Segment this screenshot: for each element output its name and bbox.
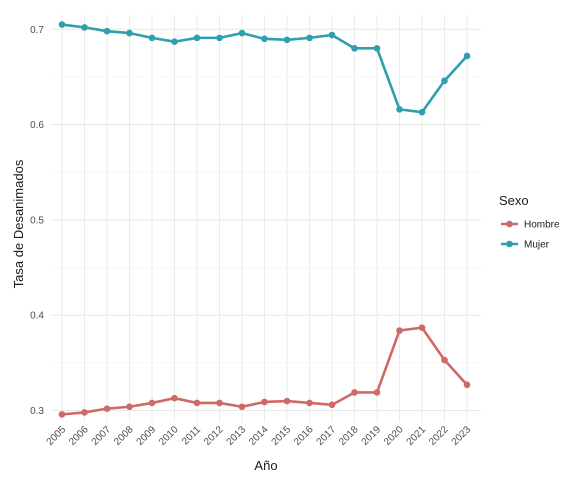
data-point	[463, 52, 471, 60]
y-tick-label: 0.7	[30, 25, 44, 36]
data-point	[148, 399, 156, 407]
x-tick-label: 2017	[315, 424, 339, 448]
data-point	[396, 327, 403, 334]
data-point	[306, 34, 313, 42]
x-tick-label: 2005	[45, 424, 69, 448]
x-tick-label: 2008	[112, 424, 136, 448]
data-point	[441, 356, 448, 364]
data-point	[351, 389, 358, 396]
series-hombre	[58, 324, 471, 418]
y-axis-title: Tasa de Desanimados	[11, 159, 26, 288]
data-point	[373, 389, 381, 396]
data-point	[193, 399, 201, 407]
data-point	[351, 45, 358, 52]
data-point	[171, 394, 178, 402]
data-point	[238, 403, 246, 411]
x-tick-label: 2006	[67, 424, 91, 448]
data-point	[103, 27, 111, 35]
y-tick-labels: 0.3 0.4 0.5 0.6 0.7	[30, 25, 44, 417]
legend-item-hombre: Hombre	[501, 220, 560, 231]
data-point	[216, 399, 223, 407]
data-point	[328, 401, 336, 409]
x-tick-label: 2016	[292, 424, 316, 448]
series-mujer	[58, 21, 471, 116]
data-point	[396, 106, 403, 113]
data-point	[261, 35, 268, 43]
data-point	[81, 409, 88, 416]
legend-item-mujer: Mujer	[501, 240, 550, 251]
data-point	[126, 403, 133, 411]
data-point	[283, 397, 291, 405]
x-tick-label: 2023	[450, 424, 474, 448]
legend-items: Hombre Mujer	[501, 220, 560, 251]
legend-key-point	[506, 220, 513, 228]
legend: Sexo Hombre Mujer	[499, 193, 560, 251]
data-point	[441, 77, 448, 85]
x-axis-title: Año	[254, 458, 277, 473]
y-tick-label: 0.5	[30, 215, 44, 226]
x-tick-label: 2013	[225, 424, 249, 448]
x-tick-label: 2009	[135, 424, 159, 448]
data-point	[283, 36, 291, 44]
legend-key-point	[506, 240, 513, 248]
x-tick-label: 2014	[247, 424, 271, 448]
x-tick-label: 2022	[427, 424, 451, 448]
y-tick-label: 0.3	[30, 406, 44, 417]
data-point	[373, 45, 381, 52]
y-tick-label: 0.4	[30, 311, 44, 322]
legend-title: Sexo	[499, 193, 529, 208]
data-point	[103, 405, 111, 412]
data-point	[418, 108, 426, 116]
data-point	[463, 381, 471, 389]
data-point	[58, 411, 66, 418]
data-point	[148, 34, 156, 42]
legend-label: Hombre	[524, 220, 560, 231]
x-tick-label: 2015	[270, 424, 294, 448]
x-tick-label: 2012	[202, 424, 226, 448]
data-point	[261, 398, 268, 406]
x-tick-label: 2018	[337, 424, 361, 448]
x-tick-label: 2021	[405, 424, 429, 448]
legend-label: Mujer	[524, 240, 550, 251]
series-layer	[58, 21, 471, 418]
x-tick-label: 2011	[180, 424, 203, 447]
x-tick-label: 2010	[157, 424, 181, 448]
x-tick-label: 2020	[382, 424, 406, 448]
data-point	[216, 34, 223, 42]
data-point	[81, 24, 88, 31]
data-point	[193, 34, 201, 42]
data-point	[418, 324, 426, 331]
data-point	[306, 399, 313, 407]
data-point	[328, 31, 336, 39]
x-tick-label: 2007	[90, 424, 114, 448]
grid	[51, 15, 481, 422]
data-point	[238, 29, 246, 37]
y-tick-label: 0.6	[30, 120, 44, 131]
data-point	[171, 38, 178, 45]
data-point	[58, 21, 66, 28]
data-point	[126, 29, 133, 37]
x-tick-label: 2019	[360, 424, 384, 448]
